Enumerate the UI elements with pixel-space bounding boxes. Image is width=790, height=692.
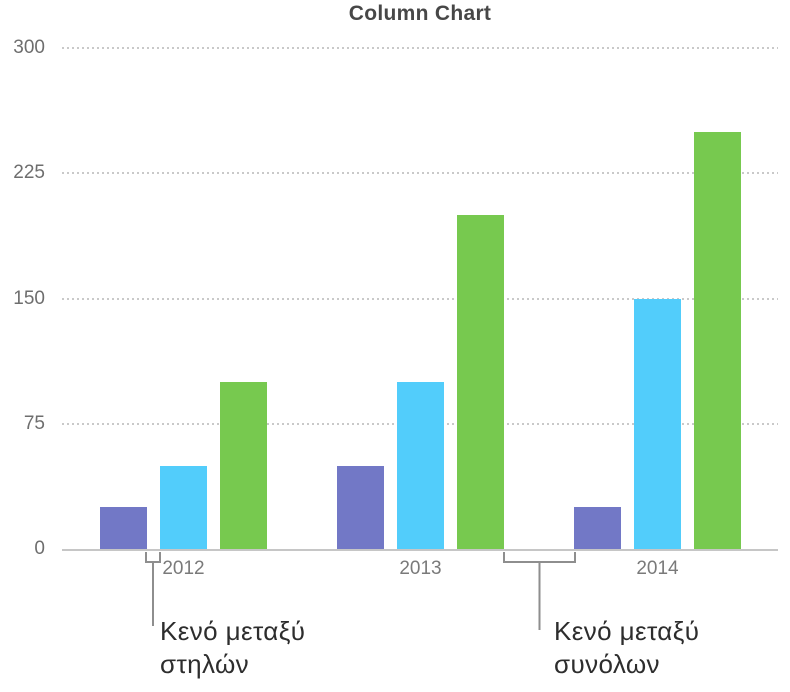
y-axis-label-0: 0 [34,538,45,559]
bar-2014-blue [634,298,681,549]
annotation-line: Κενό μεταξύ [554,616,700,646]
gridline-225 [62,172,778,175]
x-axis-label-2013: 2013 [399,558,442,579]
annotation-gap-between-columns: Κενό μεταξύ στηλών [160,615,305,681]
x-axis-label-2012: 2012 [162,558,205,579]
annotation-line: Κενό μεταξύ [160,616,306,646]
x-axis-label-2014: 2014 [636,558,679,579]
annotation-gap-between-sets: Κενό μεταξύ συνόλων [554,615,699,681]
y-axis-label-300: 300 [13,37,45,58]
bar-2013-purple [337,465,384,549]
chart-title: Column Chart [348,2,492,25]
gridline-300 [62,47,778,49]
y-axis-label-150: 150 [13,287,45,309]
bar-2013-blue [397,382,444,549]
bar-2012-green [220,382,267,549]
bar-2012-purple [100,507,147,549]
x-axis-line [62,549,778,551]
bar-2012-blue [160,465,207,549]
annotation-line: στηλών [160,649,250,679]
bar-2014-green [694,131,741,549]
gridline-150 [62,297,778,300]
bar-2014-purple [574,507,621,549]
y-axis-label-225: 225 [13,162,45,184]
y-axis-label-75: 75 [23,412,45,434]
bar-2013-green [457,215,504,549]
annotation-line: συνόλων [554,649,660,679]
